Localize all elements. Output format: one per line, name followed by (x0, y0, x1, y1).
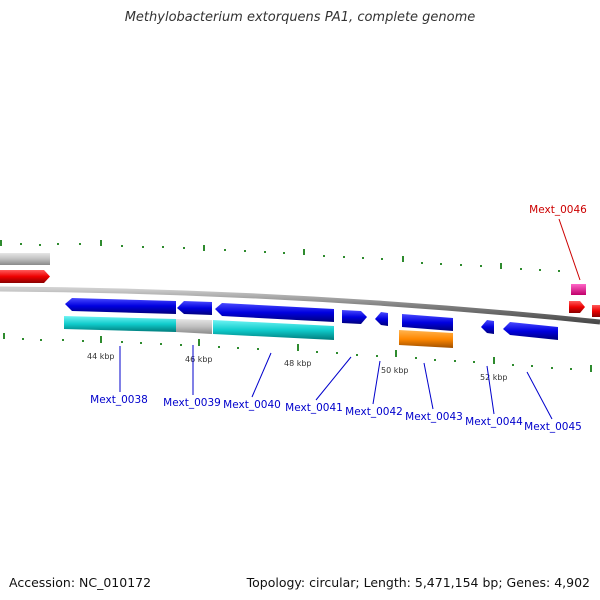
gene-label-mext-0043[interactable]: Mext_0043 (405, 411, 463, 423)
outer-tick-row (0, 240, 560, 272)
pseudo-gene-bar (0, 253, 50, 265)
topology-text: Topology: circular; Length: 5,471,154 bp… (246, 575, 590, 590)
rna-bar-1 (64, 316, 176, 332)
scale-label-52kbp: 52 kbp (480, 373, 508, 382)
gene-label-mext-0044[interactable]: Mext_0044 (465, 416, 523, 428)
gene-label-mext-0046[interactable]: Mext_0046 (529, 204, 587, 216)
gene-label-mext-0041[interactable]: Mext_0041 (285, 402, 343, 414)
gene-label-mext-0039[interactable]: Mext_0039 (163, 397, 221, 409)
gene-arrow-mext-0042 (375, 312, 388, 326)
rna-bar-2 (213, 320, 334, 340)
map-title: Methylobacterium extorquens PA1, complet… (124, 10, 476, 25)
scale-label-48kbp: 48 kbp (284, 359, 312, 368)
gene-arrow-mext-0041 (342, 310, 367, 324)
gene-marker-pink (571, 284, 586, 295)
gene-label-mext-0040[interactable]: Mext_0040 (223, 399, 281, 411)
leader-line-mext-0040 (251, 352, 272, 398)
gene-arrow-mext-0039 (177, 301, 212, 315)
cds-track (65, 298, 558, 340)
scale-label-50kbp: 50 kbp (381, 366, 409, 375)
gene-label-mext-0042[interactable]: Mext_0042 (345, 406, 403, 418)
gene-arrow-mext-0045 (503, 322, 558, 340)
gene-arrow-red-right (569, 301, 585, 313)
leader-line-mext-0046 (558, 218, 581, 281)
gene-arrow-mext-0044 (481, 320, 494, 334)
gene-bar-red-right (592, 305, 600, 317)
gene-arrow-mext-0043 (402, 314, 453, 331)
leader-line-mext-0045 (526, 371, 553, 420)
leader-line-mext-0042 (372, 360, 381, 405)
scale-label-44kbp: 44 kbp (87, 352, 115, 361)
scale-label-46kbp: 46 kbp (185, 355, 213, 364)
misc-feature-bar (399, 330, 453, 348)
genome-backbone (0, 286, 600, 325)
pseudo-bar (176, 319, 212, 334)
leader-line-mext-0043 (423, 362, 434, 410)
gene-label-mext-0045[interactable]: Mext_0045 (524, 421, 582, 433)
gene-arrow-mext-0038 (65, 298, 176, 314)
inner-tick-row (3, 333, 592, 372)
gene-arrow-mext-0040 (215, 303, 334, 322)
gene-label-mext-0038[interactable]: Mext_0038 (90, 394, 148, 406)
rna-track (64, 316, 453, 348)
accession-text: Accession: NC_010172 (9, 575, 152, 590)
gene-arrow-red (0, 270, 50, 283)
leader-line-mext-0041 (315, 356, 352, 401)
leader-line-mext-0044 (486, 365, 495, 415)
